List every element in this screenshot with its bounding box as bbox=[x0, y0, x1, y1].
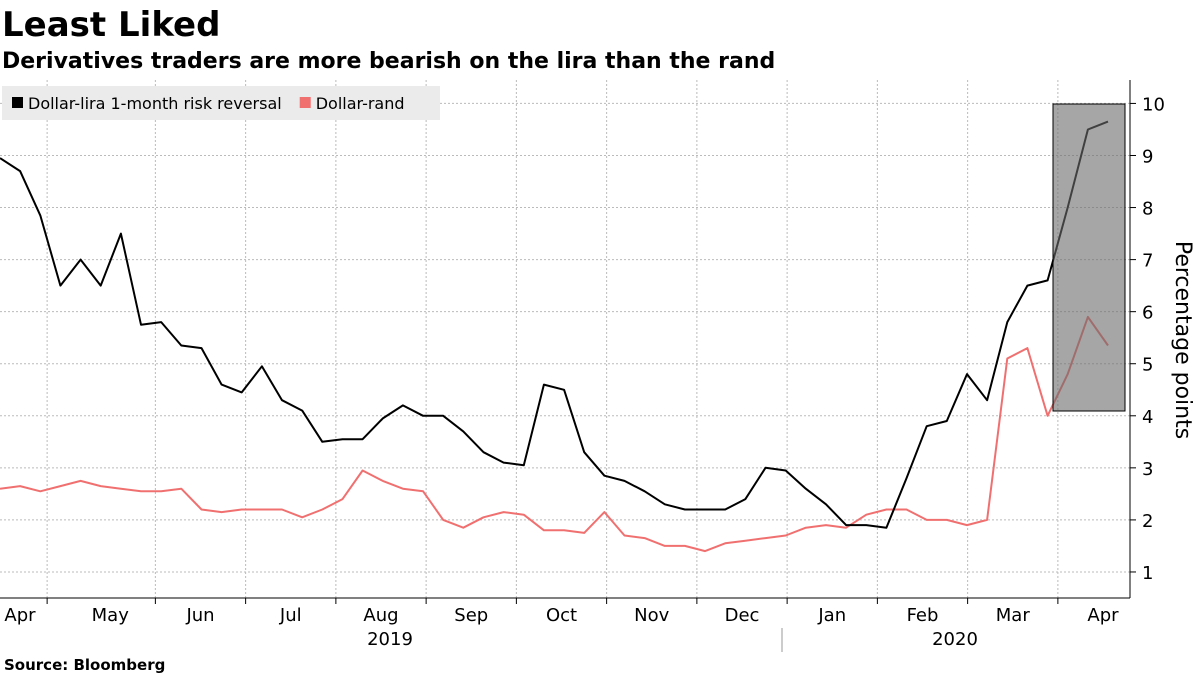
y-tick-label: 7 bbox=[1142, 251, 1153, 272]
x-tick-label: Aug bbox=[363, 605, 398, 626]
x-tick-label: Apr bbox=[4, 605, 36, 626]
chart-subtitle: Derivatives traders are more bearish on … bbox=[2, 49, 775, 74]
year-label: 2020 bbox=[932, 629, 978, 650]
legend-bg bbox=[2, 86, 440, 120]
lines bbox=[0, 120, 1109, 553]
x-tick-label: Apr bbox=[1087, 605, 1119, 626]
x-tick-label: Jan bbox=[817, 605, 846, 626]
line-series bbox=[0, 120, 1109, 529]
source: Source: Bloomberg bbox=[4, 656, 165, 674]
x-tick-label: Feb bbox=[907, 605, 939, 626]
year-label: 2019 bbox=[367, 629, 413, 650]
y-tick-label: 4 bbox=[1142, 407, 1153, 428]
y-tick-label: 3 bbox=[1142, 459, 1153, 480]
legend-swatch bbox=[299, 97, 311, 108]
legend-label: Dollar-lira 1-month risk reversal bbox=[28, 94, 282, 113]
y-axis-label: Percentage points bbox=[1170, 241, 1195, 439]
x-tick-label: Jun bbox=[185, 605, 214, 626]
y-tick-label: 2 bbox=[1142, 511, 1153, 532]
line-series bbox=[0, 315, 1109, 553]
highlight-box bbox=[1052, 103, 1126, 412]
x-tick-label: Jul bbox=[279, 605, 302, 626]
x-tick-label: May bbox=[92, 605, 130, 626]
y-tick-label: 1 bbox=[1142, 563, 1153, 584]
legend-label: Dollar-rand bbox=[316, 94, 405, 113]
y-tick-label: 6 bbox=[1142, 303, 1153, 324]
y-tick-label: 8 bbox=[1142, 199, 1153, 220]
y-tick-label: 9 bbox=[1142, 146, 1153, 167]
chart-title: Least Liked bbox=[2, 5, 220, 45]
x-tick-label: Mar bbox=[996, 605, 1031, 626]
legend-swatch bbox=[12, 97, 23, 108]
x-tick-label: Nov bbox=[634, 605, 669, 626]
x-tick-label: Oct bbox=[546, 605, 577, 626]
y-tick-label: 10 bbox=[1142, 94, 1165, 115]
grid bbox=[0, 80, 1130, 598]
x-tick-label: Sep bbox=[454, 605, 488, 626]
y-tick-label: 5 bbox=[1142, 355, 1153, 376]
x-tick-label: Dec bbox=[725, 605, 760, 626]
